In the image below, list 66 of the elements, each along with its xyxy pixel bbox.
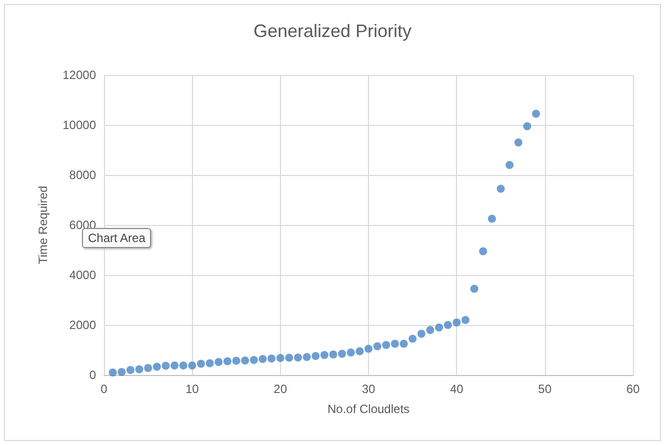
y-tick-label: 0 (89, 368, 96, 382)
point (488, 214, 496, 223)
y-tick-label: 8000 (69, 168, 96, 182)
point (152, 362, 161, 371)
point (126, 366, 134, 374)
x-tick-label: 60 (626, 382, 640, 396)
point (312, 352, 320, 360)
point (514, 138, 522, 146)
point (479, 247, 488, 256)
point (523, 122, 532, 130)
point (435, 324, 444, 332)
point (444, 321, 452, 329)
point (496, 184, 505, 193)
point (144, 364, 152, 372)
x-tick-label: 40 (450, 382, 464, 396)
point (188, 362, 196, 370)
point (223, 357, 232, 366)
point (373, 342, 382, 350)
x-tick-label: 0 (100, 382, 108, 396)
point (294, 354, 302, 362)
point (232, 356, 240, 365)
point (196, 360, 205, 368)
point (470, 284, 478, 293)
point (338, 350, 346, 358)
point (320, 351, 328, 359)
y-axis-title: Time Required (36, 186, 50, 264)
point (162, 362, 170, 370)
point (206, 359, 214, 368)
point (400, 340, 408, 348)
y-tick-label: 4000 (69, 268, 96, 282)
y-tick-label: 12000 (62, 68, 96, 82)
chart-title: Generalized Priority (253, 21, 412, 41)
x-tick-label: 10 (185, 382, 200, 396)
x-tick-label: 20 (274, 382, 288, 396)
point (285, 354, 294, 362)
point (329, 350, 338, 358)
point (356, 347, 364, 356)
point (506, 161, 514, 169)
point (214, 358, 223, 366)
x-axis-title: No.of Cloudlets (327, 402, 410, 416)
point (170, 362, 179, 370)
point (118, 368, 126, 376)
point (268, 354, 276, 362)
point (179, 362, 188, 370)
point (276, 354, 284, 362)
point (258, 355, 267, 363)
point (382, 341, 390, 349)
point (408, 334, 417, 343)
x-tick-label: 30 (362, 382, 376, 396)
point (461, 316, 470, 324)
point (250, 356, 258, 364)
point (241, 356, 250, 364)
point (532, 110, 540, 118)
y-tick-label: 10000 (62, 118, 96, 132)
point (426, 326, 434, 334)
point (346, 348, 355, 356)
point (135, 365, 144, 374)
point (108, 368, 117, 376)
point (302, 353, 311, 361)
point (390, 340, 399, 348)
point (417, 330, 426, 338)
y-tick-label: 2000 (69, 318, 96, 332)
annotation: Chart Area (82, 228, 152, 248)
point (364, 344, 372, 353)
x-tick-label: 50 (538, 382, 552, 396)
point (452, 318, 461, 326)
